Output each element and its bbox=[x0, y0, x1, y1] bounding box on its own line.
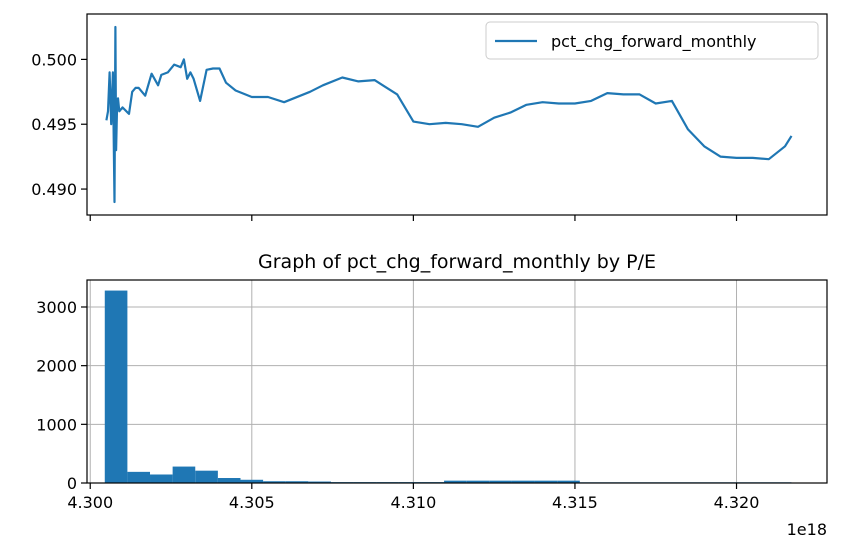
histogram-bar bbox=[308, 481, 331, 483]
histogram-bar bbox=[263, 481, 286, 483]
line-chart-x-ticks bbox=[89, 215, 738, 221]
histogram-frame bbox=[86, 279, 828, 484]
histogram-bar bbox=[489, 480, 512, 483]
line-series-pct-chg-forward-monthly bbox=[105, 25, 793, 204]
line-y-tick-label: 0.495 bbox=[31, 115, 77, 134]
histogram-y-tick-label: 3000 bbox=[36, 298, 77, 317]
histogram-plot-area bbox=[87, 280, 827, 483]
histogram-y-tick-label: 2000 bbox=[36, 357, 77, 376]
line-y-tick-label: 0.490 bbox=[31, 180, 77, 199]
histogram-bar bbox=[240, 479, 264, 483]
x-axis-offset-label: 1e18 bbox=[787, 520, 827, 539]
legend-box bbox=[485, 21, 819, 60]
histogram-bar bbox=[217, 478, 241, 483]
histogram-x-tick-label: 4.310 bbox=[390, 493, 436, 512]
histogram-bar bbox=[466, 480, 490, 483]
histogram-x-tick-label: 4.300 bbox=[67, 493, 113, 512]
legend-label: pct_chg_forward_monthly bbox=[551, 32, 757, 52]
histogram-x-tick-label: 4.320 bbox=[714, 493, 760, 512]
histogram-chart: Graph of pct_chg_forward_monthly by P/E … bbox=[36, 251, 828, 539]
histogram-bar bbox=[285, 481, 309, 483]
histogram-x-ticks: 4.300 4.305 4.310 4.315 4.320 bbox=[67, 483, 759, 512]
histogram-bar bbox=[511, 480, 535, 483]
histogram-y-ticks: 0 1000 2000 3000 bbox=[36, 298, 87, 493]
histogram-bar bbox=[127, 471, 151, 483]
histogram-y-tick-label: 1000 bbox=[36, 415, 77, 434]
histogram-bar bbox=[195, 470, 218, 483]
histogram-x-tick-label: 4.315 bbox=[552, 493, 598, 512]
histogram-y-tick-label: 0 bbox=[67, 474, 77, 493]
histogram-bar bbox=[172, 466, 196, 483]
line-chart-y-ticks: 0.490 0.495 0.500 bbox=[31, 50, 87, 199]
histogram-x-tick-label: 4.305 bbox=[229, 493, 275, 512]
line-chart-frame bbox=[86, 13, 828, 216]
histogram-grid bbox=[87, 280, 827, 484]
histogram-bar bbox=[104, 290, 128, 483]
histogram-bar bbox=[150, 474, 173, 483]
histogram-bar bbox=[444, 480, 467, 483]
legend: pct_chg_forward_monthly bbox=[485, 21, 819, 60]
histogram-bar bbox=[557, 480, 580, 483]
line-chart: 0.490 0.495 0.500 pct_chg_forward_monthly bbox=[31, 13, 828, 221]
histogram-bar bbox=[534, 480, 558, 483]
line-y-tick-label: 0.500 bbox=[31, 50, 77, 69]
histogram-title: Graph of pct_chg_forward_monthly by P/E bbox=[258, 251, 656, 273]
